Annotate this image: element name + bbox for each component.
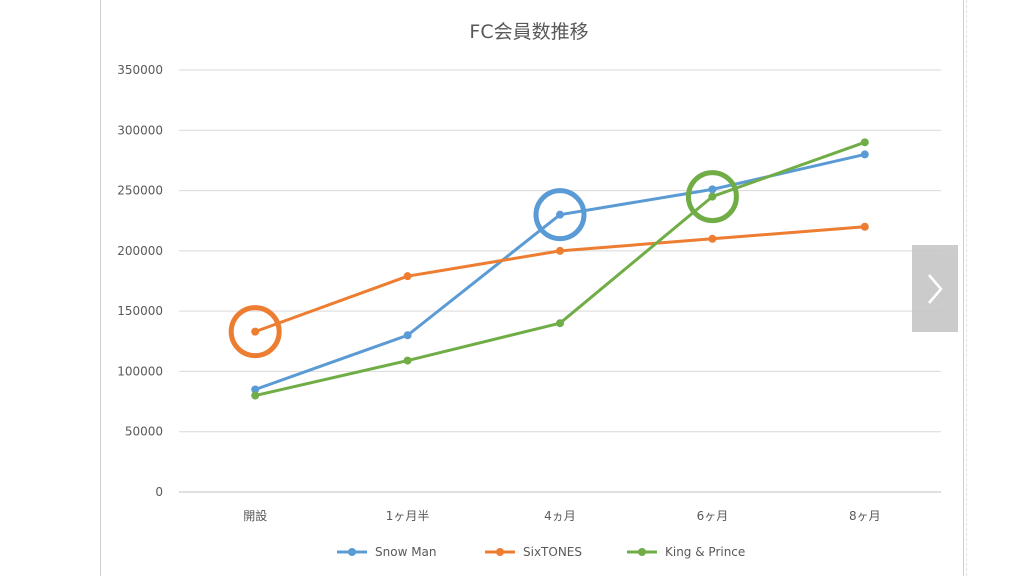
- data-point: [860, 138, 869, 147]
- data-point: [251, 327, 260, 336]
- y-tick-label: 50000: [125, 425, 163, 439]
- series-line: [253, 225, 867, 334]
- x-tick-label: 1ヶ月半: [386, 509, 430, 523]
- legend-swatch-marker: [638, 548, 646, 556]
- data-point: [251, 385, 260, 394]
- next-slide-button[interactable]: [912, 245, 958, 332]
- y-tick-label: 200000: [117, 244, 163, 258]
- legend-item: King & Prince: [627, 545, 745, 559]
- spreadsheet-background: [966, 0, 1024, 576]
- y-tick-label: 150000: [117, 304, 163, 318]
- x-tick-label: 開設: [243, 508, 267, 523]
- data-point: [860, 150, 869, 159]
- legend-label: Snow Man: [375, 545, 437, 559]
- highlight-circle: [533, 188, 587, 242]
- y-tick-label: 300000: [117, 123, 163, 137]
- legend-swatch-marker: [496, 548, 504, 556]
- highlight-circle: [228, 305, 282, 359]
- chevron-right-icon: [928, 273, 943, 304]
- data-point: [708, 185, 717, 194]
- legend-label: King & Prince: [665, 545, 745, 559]
- highlight-circle: [685, 170, 739, 224]
- data-point: [860, 222, 869, 231]
- chart-frame: FC会員数推移 0 50000 100000 150000 200000 250000 30…: [100, 0, 964, 576]
- data-point: [708, 234, 717, 243]
- x-tick-label: 8ヶ月: [849, 509, 881, 523]
- data-point: [403, 331, 412, 340]
- data-point: [403, 272, 412, 281]
- data-point: [708, 192, 717, 201]
- y-tick-label: 350000: [117, 63, 163, 77]
- legend-item: Snow Man: [337, 545, 437, 559]
- data-point: [556, 319, 564, 328]
- legend-item: SixTONES: [485, 545, 582, 559]
- data-point: [556, 246, 564, 255]
- line-chart: FC会員数推移 0 50000 100000 150000 200000 250000 30…: [117, 21, 941, 559]
- y-tick-label: 250000: [117, 184, 163, 198]
- y-tick-label: 100000: [117, 364, 163, 378]
- data-point: [251, 391, 260, 400]
- y-tick-label: 0: [155, 485, 163, 499]
- legend-swatch-marker: [348, 548, 356, 556]
- data-point: [556, 210, 564, 219]
- legend-label: SixTONES: [523, 545, 582, 559]
- chart-title: FC会員数推移: [469, 21, 588, 43]
- x-tick-label: 6ヶ月: [697, 509, 729, 523]
- x-tick-label: 4ヵ月: [544, 509, 576, 523]
- data-point: [403, 356, 412, 365]
